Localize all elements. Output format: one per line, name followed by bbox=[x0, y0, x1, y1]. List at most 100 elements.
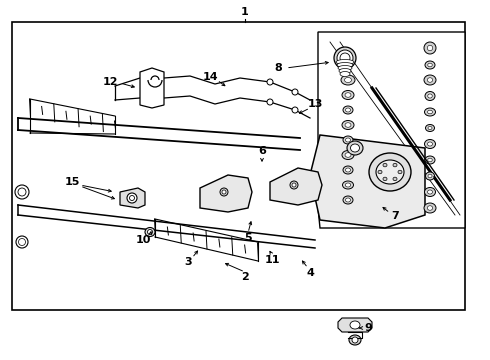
Ellipse shape bbox=[383, 177, 387, 181]
Ellipse shape bbox=[129, 195, 134, 201]
Ellipse shape bbox=[336, 59, 354, 64]
Ellipse shape bbox=[290, 181, 298, 189]
Text: 12: 12 bbox=[102, 77, 118, 87]
Ellipse shape bbox=[347, 141, 363, 155]
Ellipse shape bbox=[220, 188, 228, 196]
Text: 13: 13 bbox=[307, 99, 323, 109]
Ellipse shape bbox=[350, 144, 360, 152]
Ellipse shape bbox=[339, 68, 351, 73]
Ellipse shape bbox=[427, 190, 433, 194]
Ellipse shape bbox=[343, 196, 353, 204]
Ellipse shape bbox=[16, 236, 28, 248]
Text: 15: 15 bbox=[64, 177, 80, 187]
Ellipse shape bbox=[337, 63, 353, 68]
Ellipse shape bbox=[292, 89, 298, 95]
Ellipse shape bbox=[343, 106, 353, 114]
Text: 14: 14 bbox=[202, 72, 218, 82]
Polygon shape bbox=[140, 68, 164, 108]
Ellipse shape bbox=[18, 188, 26, 196]
Ellipse shape bbox=[425, 125, 435, 131]
Text: 2: 2 bbox=[241, 272, 249, 282]
Text: 5: 5 bbox=[244, 233, 252, 243]
Ellipse shape bbox=[425, 91, 435, 100]
Ellipse shape bbox=[342, 150, 354, 159]
Ellipse shape bbox=[424, 42, 436, 54]
Ellipse shape bbox=[127, 193, 137, 203]
Ellipse shape bbox=[292, 107, 298, 113]
Ellipse shape bbox=[145, 228, 155, 237]
Ellipse shape bbox=[343, 166, 353, 174]
Ellipse shape bbox=[427, 78, 433, 82]
Ellipse shape bbox=[425, 61, 435, 69]
Polygon shape bbox=[120, 188, 145, 208]
Ellipse shape bbox=[428, 63, 432, 67]
Ellipse shape bbox=[342, 90, 354, 99]
Text: 8: 8 bbox=[274, 63, 282, 73]
Ellipse shape bbox=[428, 174, 432, 178]
Text: 10: 10 bbox=[135, 235, 151, 245]
Polygon shape bbox=[338, 318, 372, 332]
Ellipse shape bbox=[424, 188, 436, 197]
Polygon shape bbox=[200, 175, 252, 212]
Ellipse shape bbox=[345, 168, 350, 172]
Ellipse shape bbox=[340, 53, 350, 63]
Ellipse shape bbox=[334, 47, 356, 69]
Ellipse shape bbox=[19, 239, 25, 246]
Ellipse shape bbox=[393, 163, 397, 167]
Text: 1: 1 bbox=[241, 7, 249, 17]
Ellipse shape bbox=[428, 94, 432, 98]
Ellipse shape bbox=[345, 198, 350, 202]
Ellipse shape bbox=[424, 75, 436, 85]
Ellipse shape bbox=[349, 335, 361, 345]
Ellipse shape bbox=[428, 126, 432, 130]
Text: 11: 11 bbox=[264, 255, 280, 265]
Ellipse shape bbox=[383, 163, 387, 167]
Ellipse shape bbox=[345, 93, 351, 97]
Ellipse shape bbox=[341, 75, 355, 85]
Ellipse shape bbox=[267, 79, 273, 85]
Ellipse shape bbox=[344, 77, 351, 82]
Ellipse shape bbox=[342, 121, 354, 130]
Ellipse shape bbox=[147, 230, 152, 234]
Ellipse shape bbox=[15, 185, 29, 199]
Ellipse shape bbox=[428, 158, 432, 162]
Ellipse shape bbox=[345, 153, 351, 157]
Ellipse shape bbox=[338, 66, 352, 71]
Ellipse shape bbox=[369, 153, 411, 191]
Ellipse shape bbox=[427, 45, 433, 51]
Ellipse shape bbox=[343, 136, 353, 144]
Ellipse shape bbox=[345, 183, 351, 187]
Text: 6: 6 bbox=[258, 146, 266, 156]
Ellipse shape bbox=[425, 172, 435, 180]
Polygon shape bbox=[270, 168, 322, 205]
Polygon shape bbox=[12, 22, 465, 310]
Text: 4: 4 bbox=[306, 268, 314, 278]
Ellipse shape bbox=[378, 170, 382, 174]
Ellipse shape bbox=[376, 160, 404, 184]
Ellipse shape bbox=[222, 190, 226, 194]
Ellipse shape bbox=[427, 206, 433, 210]
Polygon shape bbox=[310, 135, 425, 228]
Ellipse shape bbox=[393, 177, 397, 181]
Ellipse shape bbox=[425, 156, 435, 164]
Ellipse shape bbox=[345, 138, 350, 142]
Ellipse shape bbox=[424, 203, 436, 213]
Text: 9: 9 bbox=[364, 323, 372, 333]
Ellipse shape bbox=[345, 108, 350, 112]
Ellipse shape bbox=[350, 321, 360, 329]
Ellipse shape bbox=[424, 140, 436, 149]
Text: 3: 3 bbox=[184, 257, 192, 267]
Ellipse shape bbox=[343, 181, 353, 189]
Polygon shape bbox=[318, 32, 465, 228]
Ellipse shape bbox=[352, 337, 358, 343]
Ellipse shape bbox=[427, 142, 433, 146]
Ellipse shape bbox=[427, 110, 433, 114]
Ellipse shape bbox=[424, 108, 436, 116]
Ellipse shape bbox=[398, 170, 402, 174]
Ellipse shape bbox=[345, 123, 351, 127]
Ellipse shape bbox=[340, 72, 350, 77]
Ellipse shape bbox=[337, 50, 353, 66]
Ellipse shape bbox=[292, 183, 296, 187]
Text: 7: 7 bbox=[391, 211, 399, 221]
Ellipse shape bbox=[267, 99, 273, 105]
